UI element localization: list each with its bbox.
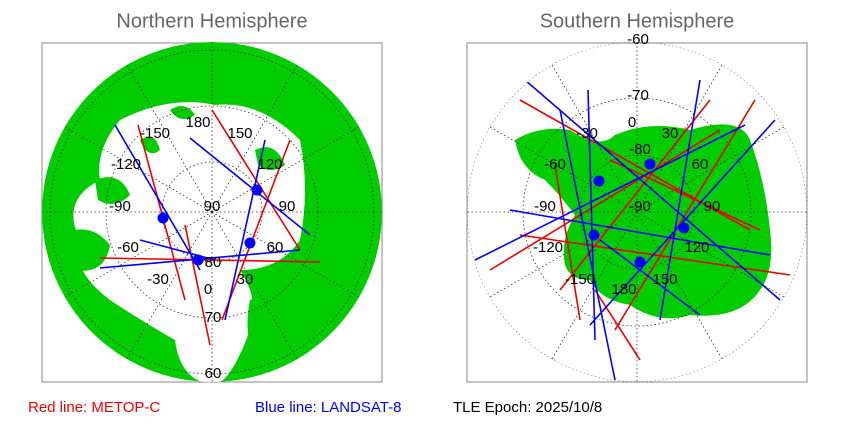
graticule-label: -60 — [117, 239, 139, 256]
graticule-label: -60 — [544, 156, 566, 173]
graticule-label: 90 — [279, 198, 296, 215]
graticule-label: -90 — [534, 198, 556, 215]
graticule-label: 0 — [628, 114, 636, 131]
graticule-label: -60 — [627, 31, 649, 48]
legend-blue: Blue line: LANDSAT-8 — [255, 399, 401, 416]
graticule-label: 70 — [205, 309, 222, 326]
graticule-label: 30 — [662, 125, 679, 142]
graticule-label: -120 — [111, 156, 141, 173]
graticule-label: 120 — [257, 156, 282, 173]
south-map: -60 -70 0 -30 30 -80 -60 60 -90 -90 90 -… — [466, 10, 808, 383]
map-title: Southern Hemisphere — [540, 10, 735, 32]
graticule-label: -80 — [629, 141, 651, 158]
graticule-label: -70 — [627, 87, 649, 104]
map-title: Northern Hemisphere — [116, 10, 307, 32]
graticule-label: 80 — [205, 254, 222, 271]
graticule-label: 120 — [684, 239, 709, 256]
graticule-label: 60 — [692, 156, 709, 173]
graticule-label: 60 — [205, 365, 222, 382]
graticule-label: -120 — [533, 239, 563, 256]
graticule-label: -150 — [565, 271, 595, 288]
graticule-label: 60 — [267, 239, 284, 256]
graticule-label: -30 — [576, 125, 598, 142]
graticule-label: 180 — [185, 114, 210, 131]
north-map: 180 150 -150 120 -120 90 -90 90 60 -60 3… — [41, 10, 383, 383]
graticule-label: -150 — [140, 125, 170, 142]
graticule-label: -90 — [629, 198, 651, 215]
graticule-label: -30 — [147, 271, 169, 288]
graticule-label: 180 — [611, 281, 636, 298]
legend-red: Red line: METOP-C — [28, 399, 160, 416]
graticule-label: 90 — [704, 198, 721, 215]
graticule-label: -90 — [109, 198, 131, 215]
graticule-label: 30 — [237, 271, 254, 288]
graticule-label: 150 — [227, 125, 252, 142]
south-land — [467, 42, 807, 382]
graticule-label: 90 — [204, 198, 221, 215]
graticule-label: 0 — [204, 281, 212, 298]
legend-epoch: TLE Epoch: 2025/10/8 — [453, 399, 602, 416]
north-land — [42, 42, 382, 382]
graticule-label: 150 — [652, 271, 677, 288]
